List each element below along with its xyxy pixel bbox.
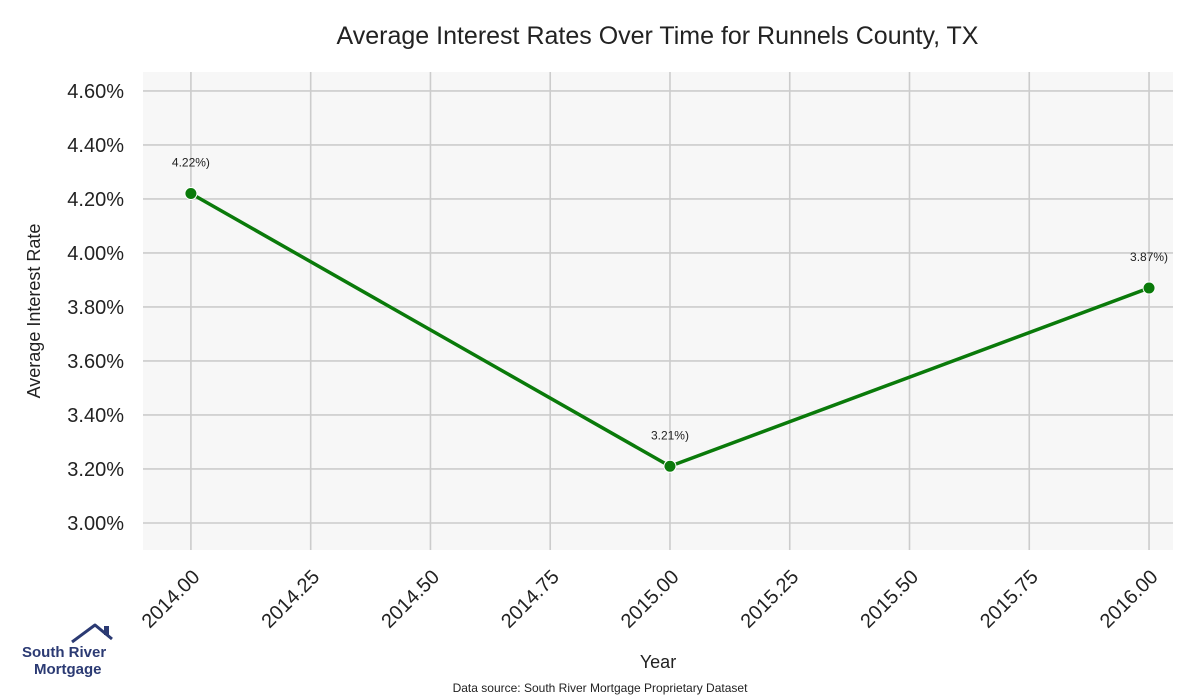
- y-tick-label: 4.20%: [67, 189, 124, 211]
- data-source-note: Data source: South River Mortgage Propri…: [452, 681, 748, 695]
- y-tick-label: 4.00%: [67, 243, 124, 265]
- data-point: [1142, 281, 1156, 295]
- x-tick-label: 2015.50: [856, 566, 923, 633]
- data-label: 3.21%): [651, 428, 689, 442]
- data-point: [184, 187, 198, 201]
- x-tick-label: 2016.00: [1096, 566, 1163, 633]
- series-layer: 4.22%) 3.21%) 3.87%): [172, 156, 1168, 473]
- x-axis-ticks: 2014.00 2014.25 2014.50 2014.75 2015.00 2015.…: [138, 566, 1163, 633]
- data-label: 4.22%): [172, 156, 210, 170]
- data-label: 3.87%): [1130, 250, 1168, 264]
- x-axis-title: Year: [640, 652, 676, 672]
- plot-area: [143, 72, 1173, 550]
- y-tick-label: 3.80%: [67, 297, 124, 319]
- logo-text-line2: Mortgage: [34, 661, 102, 678]
- data-point: [663, 459, 677, 473]
- y-tick-label: 3.40%: [67, 405, 124, 427]
- south-river-mortgage-logo: South River Mortgage: [22, 622, 122, 682]
- y-tick-label: 4.40%: [67, 135, 124, 157]
- x-tick-label: 2014.75: [497, 566, 564, 633]
- grid-lines: [143, 72, 1173, 550]
- y-tick-label: 3.60%: [67, 351, 124, 373]
- house-roof-icon: [71, 623, 113, 644]
- logo-text-line1: South River: [22, 644, 107, 661]
- chart-title: Average Interest Rates Over Time for Run…: [336, 22, 979, 50]
- y-axis-title: Average Interest Rate: [24, 224, 44, 399]
- y-tick-label: 3.20%: [67, 459, 124, 481]
- x-tick-label: 2014.25: [258, 566, 325, 633]
- x-tick-label: 2015.75: [976, 566, 1043, 633]
- x-tick-label: 2014.00: [138, 566, 205, 633]
- x-tick-label: 2015.00: [617, 566, 684, 633]
- y-axis-ticks: 3.00% 3.20% 3.40% 3.60% 3.80% 4.00% 4.20% 4.40%…: [67, 81, 124, 535]
- x-tick-label: 2015.25: [737, 566, 804, 633]
- y-tick-label: 4.60%: [67, 81, 124, 103]
- y-tick-label: 3.00%: [67, 513, 124, 535]
- x-tick-label: 2014.50: [377, 566, 444, 633]
